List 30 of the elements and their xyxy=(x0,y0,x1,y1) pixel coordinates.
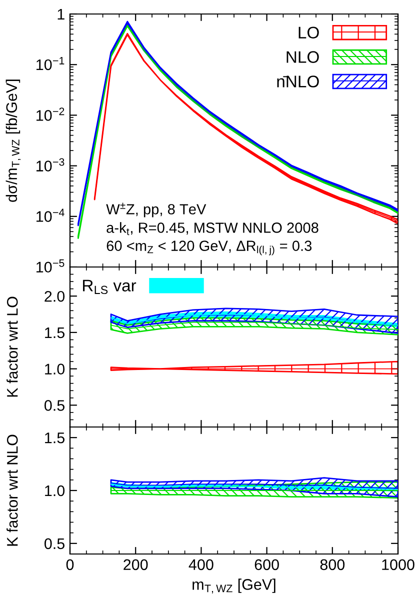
legend-label: NLO xyxy=(286,51,319,63)
y-tick-label: 1.5 xyxy=(45,432,64,444)
y-tick-label: 10$^{−1}$ xyxy=(36,56,64,70)
y-tick-label: 1.0 xyxy=(45,364,65,375)
y-tick-label: 1 xyxy=(58,9,64,20)
y-axis-title: dσ/m$_{T,WZ}$ [fb/GeV] xyxy=(6,80,21,202)
y-tick-label: 0.5 xyxy=(44,538,64,550)
y-tick-label: 10$^{−4}$ xyxy=(36,208,64,222)
y-axis-title: K factor wrt NLO xyxy=(6,434,18,546)
y-tick-label: 1.0 xyxy=(45,485,65,496)
x-axis-title: m$_{T,WZ}$ [GeV] xyxy=(192,578,276,594)
x-tick-label: 600 xyxy=(254,559,279,570)
x-tick-label: 400 xyxy=(188,559,214,570)
annotation: a-k$_{t}$, R=0.45, MSTW NNLO 2008 xyxy=(106,222,318,236)
legend-label: LO xyxy=(298,26,319,38)
x-tick-label: 200 xyxy=(124,559,148,570)
annotation: W$^{±}$Z, pp, 8 TeV xyxy=(106,202,206,218)
y-axis-title: K factor wrt LO xyxy=(6,296,18,397)
legend-label: R$_{LS}$ var xyxy=(83,280,136,294)
y-tick-label: 10$^{−5}$ xyxy=(36,259,64,273)
x-tick-label: 0 xyxy=(66,559,74,570)
annotation: 60 <m$_{Z}$ < 120 GeV, ΔR$_{l(l,j)}$ = 0.3 xyxy=(106,240,312,256)
x-tick-label: 1000 xyxy=(382,559,414,570)
y-tick-label: 0.5 xyxy=(44,400,64,411)
y-tick-label: 1.5 xyxy=(45,327,64,338)
y-tick-label: 10$^{−3}$ xyxy=(36,158,64,172)
y-tick-label: 2.0 xyxy=(44,290,65,302)
y-tick-label: 10$^{−2}$ xyxy=(36,108,64,121)
legend-label: n̄NLO xyxy=(277,76,319,88)
x-tick-label: 800 xyxy=(320,559,345,570)
